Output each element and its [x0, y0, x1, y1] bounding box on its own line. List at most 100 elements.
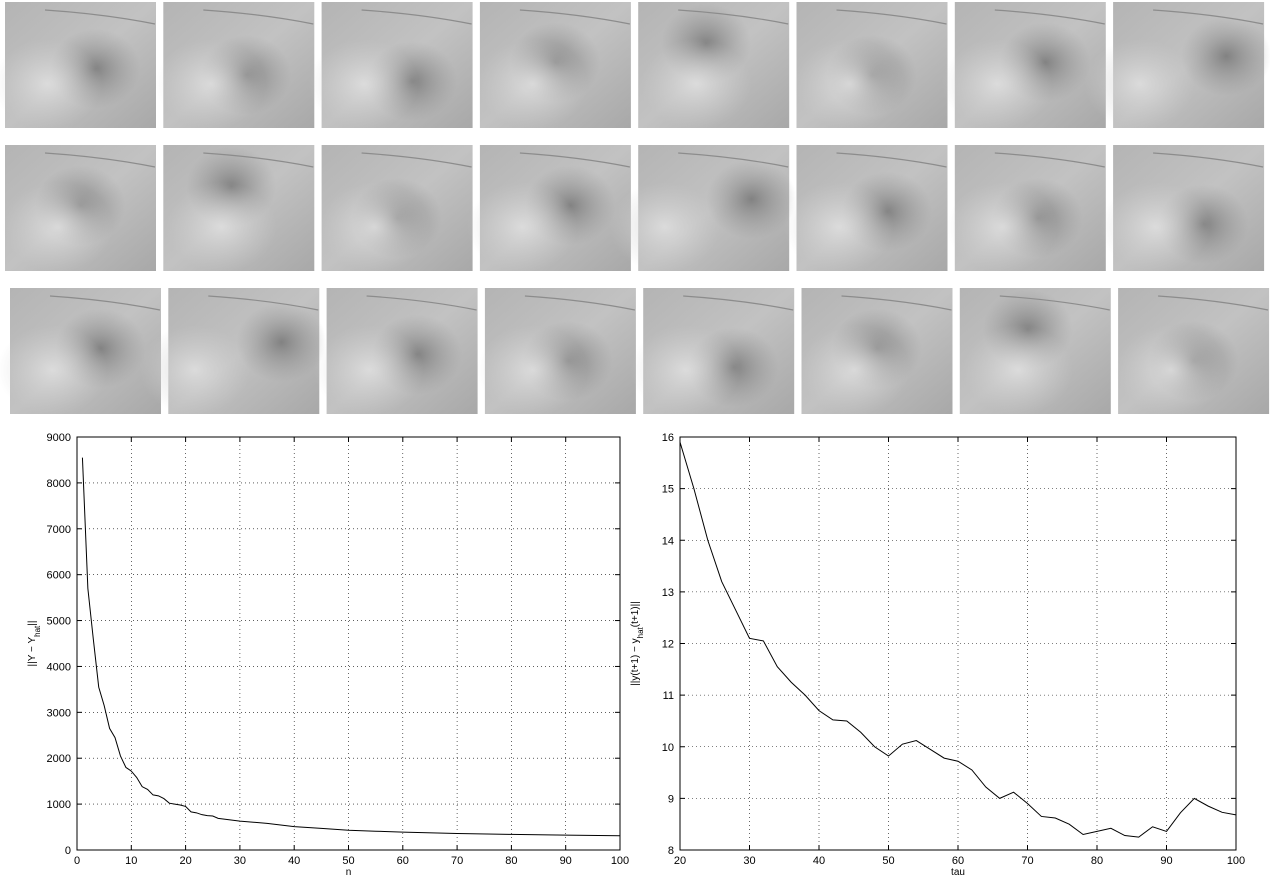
line-chart: 20 30 40 50 60 70 80 90 100 8 9 10 11 12 13 14 15 16 tau ||…: [630, 432, 1245, 878]
y-tick-label: 5000: [47, 616, 71, 628]
plot-frame: [76, 436, 621, 851]
smoke-light: [1100, 181, 1211, 272]
smoke-light: [313, 324, 424, 415]
data-line: [679, 442, 1237, 838]
x-tick-label: 30: [743, 855, 755, 867]
smoke-light: [1115, 324, 1226, 415]
y-tick-label: 11: [663, 690, 674, 702]
x-tick-label: 70: [1021, 855, 1033, 867]
y-tick-label: 3000: [47, 707, 71, 719]
image-frame: [783, 145, 948, 272]
smoke-light: [139, 324, 250, 415]
y-tick-label: 7000: [47, 524, 71, 536]
streak: [203, 152, 314, 168]
y-tick-label: 15: [662, 484, 674, 496]
image-frame: [942, 2, 1106, 129]
streak: [1158, 295, 1269, 311]
streak: [994, 9, 1105, 25]
x-tick-label: 40: [288, 855, 300, 867]
y-axis-label-part: hat: [636, 626, 645, 638]
streak: [678, 152, 789, 168]
x-tick-label: 80: [505, 855, 517, 867]
smoke-light: [166, 181, 277, 272]
smoke-light: [0, 324, 108, 415]
y-axis-label-part: ||: [27, 621, 38, 626]
image-frame: [477, 288, 636, 415]
streak: [519, 9, 631, 25]
image-frame: [630, 288, 795, 415]
image-frame: [313, 288, 478, 415]
line-chart: 0 10 20 30 40 50 60 70 80 90 100010002000300040005…: [27, 432, 629, 878]
streak: [836, 152, 947, 168]
image-frame: [959, 288, 1111, 415]
x-tick-label: 50: [342, 855, 354, 867]
x-tick-label: 30: [234, 855, 246, 867]
streak: [1153, 9, 1264, 25]
y-tick-label: 6000: [47, 570, 71, 582]
image-frame: [139, 288, 327, 415]
smoke-light: [641, 38, 752, 129]
y-tick-label: 13: [662, 587, 674, 599]
image-frame: [0, 2, 156, 129]
y-tick-label: 1000: [47, 799, 71, 811]
image-frame: [163, 145, 315, 272]
data-line: [81, 457, 621, 837]
x-tick-label: 100: [1227, 855, 1245, 867]
streak: [44, 9, 156, 25]
image-frame: [1100, 145, 1265, 272]
y-tick-label: 8: [668, 845, 674, 857]
y-axis-label: ||Y − Yhat||: [27, 621, 42, 667]
streak: [203, 9, 314, 25]
smoke-dark: [706, 159, 797, 240]
streak: [683, 295, 794, 311]
streak: [44, 152, 156, 168]
y-axis-label-part: (t+1)||: [630, 601, 641, 627]
y-tick-label: 4000: [47, 661, 71, 673]
smoke-light: [942, 38, 1053, 129]
y-tick-label: 9000: [47, 432, 71, 444]
image-frame: [477, 2, 631, 129]
y-axis-label-part: hat: [33, 625, 42, 637]
x-tick-label: 20: [674, 855, 686, 867]
smoke-light: [467, 181, 578, 272]
smoke-light: [947, 181, 1058, 272]
y-axis-label-part: ||y(t+1) − y: [630, 638, 641, 685]
charts: 0 10 20 30 40 50 60 70 80 90 100010002000300040005…: [27, 432, 1245, 878]
smoke-light: [1084, 38, 1195, 129]
smoke-dark: [236, 302, 327, 383]
x-tick-label: 90: [1160, 855, 1172, 867]
y-tick-label: 14: [662, 535, 674, 547]
image-frame: [799, 288, 953, 415]
streak: [49, 295, 161, 311]
image-frame: [319, 145, 473, 272]
image-frame: [2, 145, 156, 272]
x-tick-label: 50: [882, 855, 894, 867]
x-tick-label: 90: [560, 855, 572, 867]
smoke-light: [0, 38, 103, 129]
x-tick-label: 60: [397, 855, 409, 867]
smoke-light: [962, 324, 1073, 415]
streak: [999, 295, 1110, 311]
image-frame: [0, 288, 161, 415]
streak: [994, 152, 1105, 168]
plot-frame: [679, 436, 1237, 851]
smoke-light: [2, 181, 113, 272]
x-tick-label: 20: [179, 855, 191, 867]
smoke-light: [155, 38, 266, 129]
y-axis-label: ||y(t+1) − yhat(t+1)||: [630, 601, 645, 686]
x-tick-label: 0: [74, 855, 80, 867]
smoke-light: [477, 324, 588, 415]
image-frame: [947, 145, 1106, 272]
y-tick-label: 10: [662, 742, 674, 754]
smoke-dark: [1181, 16, 1270, 97]
streak: [841, 295, 952, 311]
streak: [678, 9, 789, 25]
smoke-light: [630, 324, 741, 415]
streak: [208, 295, 319, 311]
y-tick-label: 0: [65, 845, 71, 857]
streak: [524, 295, 636, 311]
y-tick-label: 12: [662, 639, 674, 651]
x-tick-label: 100: [611, 855, 629, 867]
streak: [361, 9, 472, 25]
image-frame: [1115, 288, 1270, 415]
